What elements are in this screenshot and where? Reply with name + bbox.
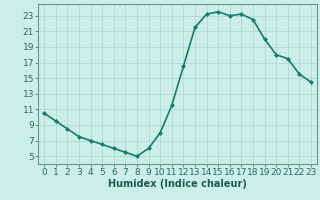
X-axis label: Humidex (Indice chaleur): Humidex (Indice chaleur) [108,179,247,189]
